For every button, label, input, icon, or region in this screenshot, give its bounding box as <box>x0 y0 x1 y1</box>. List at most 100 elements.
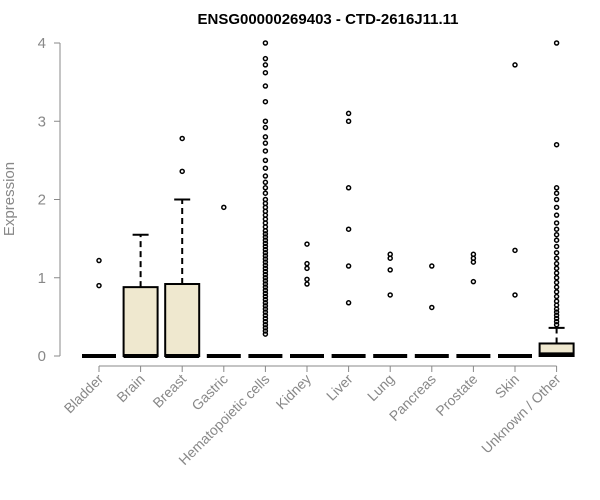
box-brain <box>122 233 159 358</box>
box-kidney <box>290 241 324 358</box>
outlier-point <box>553 265 560 272</box>
outlier-point <box>304 276 310 283</box>
outlier-point <box>262 55 269 62</box>
outlier-point <box>262 275 269 281</box>
outlier-point <box>553 309 560 315</box>
outlier-point <box>262 173 269 179</box>
outlier-point <box>262 98 269 105</box>
outlier-point <box>262 290 269 297</box>
box-pancreas <box>414 263 449 358</box>
outlier-point <box>387 292 393 298</box>
x-tick-label: Kidney <box>273 371 315 413</box>
x-tick-label: Breast <box>149 371 189 411</box>
outlier-point <box>553 185 560 191</box>
x-tick-label: Brain <box>113 371 147 405</box>
outlier-point <box>553 279 560 286</box>
outlier-point <box>345 185 352 191</box>
outlier-point <box>553 255 560 261</box>
outlier-point <box>553 141 560 148</box>
outlier-point <box>262 312 269 319</box>
x-tick-label: Skin <box>492 371 523 402</box>
outlier-point <box>262 268 269 275</box>
outlier-point <box>553 249 560 256</box>
outlier-point <box>345 226 352 232</box>
outlier-point <box>345 118 352 124</box>
outlier-point <box>553 275 560 281</box>
outlier-point <box>262 249 269 256</box>
outlier-point <box>262 271 269 278</box>
outlier-point <box>262 259 269 265</box>
outlier-point <box>262 328 269 334</box>
y-axis: 0 1 2 3 4 <box>38 35 61 365</box>
outlier-point <box>553 212 560 218</box>
outlier-point <box>96 257 102 264</box>
outlier-point <box>512 292 518 298</box>
outlier-point <box>262 296 269 303</box>
outlier-point <box>262 231 269 237</box>
outlier-point <box>553 318 560 325</box>
y-tick-label: 0 <box>38 348 46 365</box>
outlier-point <box>553 321 560 328</box>
outlier-point <box>262 281 269 287</box>
y-axis-label: Expression <box>1 162 18 236</box>
outlier-point <box>262 303 269 309</box>
outlier-point <box>221 204 227 211</box>
outlier-point <box>262 265 269 272</box>
outlier-point <box>179 135 185 142</box>
outlier-point <box>262 62 269 68</box>
box-hematopoietic-cells <box>248 40 283 358</box>
outlier-point <box>262 300 269 306</box>
x-tick-label: Unknown / Other <box>478 371 564 457</box>
outlier-point <box>262 262 269 268</box>
outlier-point <box>262 315 269 322</box>
outlier-point <box>262 118 269 124</box>
outlier-point <box>262 287 269 294</box>
outlier-point <box>262 246 269 253</box>
x-tick-label: Prostate <box>432 371 480 419</box>
x-tick-label: Bladder <box>61 371 107 417</box>
y-tick-label: 2 <box>38 192 46 209</box>
outlier-point <box>553 231 560 238</box>
x-tick-label: Liver <box>323 371 356 404</box>
outlier-point <box>429 304 435 311</box>
outlier-point <box>96 282 102 289</box>
box-unknown-other <box>538 40 575 358</box>
outlier-point <box>512 247 518 254</box>
outlier-point <box>262 243 269 250</box>
outlier-point <box>262 234 269 240</box>
outlier-point <box>470 278 477 285</box>
outlier-point <box>179 168 185 175</box>
outlier-point <box>262 179 269 186</box>
outlier-point <box>553 270 560 276</box>
outlier-point <box>553 293 560 300</box>
outlier-point <box>262 134 269 140</box>
outlier-point <box>553 204 560 211</box>
outlier-point <box>262 83 269 89</box>
outlier-point <box>262 309 269 315</box>
outlier-point <box>304 241 310 247</box>
outlier-point <box>262 140 269 146</box>
outlier-point <box>553 289 560 295</box>
outlier-point <box>553 260 560 267</box>
outlier-point <box>553 40 560 46</box>
outlier-point <box>262 256 269 262</box>
outlier-point <box>345 263 352 269</box>
outlier-point <box>553 196 560 203</box>
box-gastric <box>206 204 241 358</box>
y-tick-label: 1 <box>38 270 46 287</box>
y-tick-label: 3 <box>38 113 46 130</box>
outlier-point <box>262 190 269 196</box>
outlier-point <box>470 251 477 258</box>
outlier-point <box>262 331 269 337</box>
outlier-point <box>553 190 560 196</box>
outlier-point <box>262 293 269 300</box>
outlier-point <box>387 251 393 258</box>
outlier-point <box>262 196 269 203</box>
outlier-point <box>262 69 269 76</box>
outlier-point <box>262 321 269 328</box>
outlier-point <box>262 278 269 284</box>
y-tick-label: 4 <box>38 35 46 52</box>
x-tick-label: Lung <box>364 371 397 404</box>
outlier-point <box>553 226 560 232</box>
